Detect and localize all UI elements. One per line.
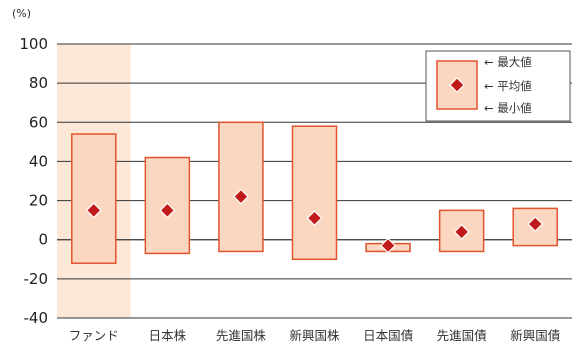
- y-axis-unit-label: (%): [12, 7, 31, 20]
- category-label: 先進国債: [437, 328, 487, 343]
- legend-min-label: ← 最小値: [484, 101, 532, 115]
- average-marker: [453, 223, 470, 240]
- average-marker: [380, 237, 396, 254]
- markers-layer: [85, 188, 544, 254]
- category-label: 日本株: [149, 328, 187, 343]
- y-tick-label: -20: [24, 270, 49, 288]
- y-tick-label: 40: [29, 152, 48, 170]
- y-tick-label: 0: [38, 231, 48, 249]
- category-label: 先進国株: [216, 328, 267, 343]
- range-bar: [438, 209, 485, 253]
- legend: ← 最大値 ← 平均値 ← 最小値: [425, 50, 571, 122]
- x-axis-category-labels: ファンド 日本株 先進国株 新興国株 日本国債 先進国債 新興国債: [69, 328, 560, 343]
- y-axis-tick-labels: 100 80 60 40 20 0 -20 -40: [19, 35, 48, 327]
- average-marker: [85, 202, 102, 219]
- y-tick-label: 80: [29, 74, 48, 92]
- category-label: 新興国債: [510, 328, 560, 343]
- range-bar: [71, 133, 117, 264]
- range-bar: [218, 121, 264, 253]
- y-tick-label: -40: [24, 309, 49, 327]
- range-bar: [291, 125, 338, 261]
- y-tick-label: 60: [29, 113, 48, 131]
- average-marker: [306, 210, 323, 227]
- average-marker: [527, 216, 544, 232]
- legend-average-marker: [449, 77, 465, 93]
- category-label: 日本国債: [363, 328, 413, 343]
- category-label: ファンド: [69, 328, 119, 343]
- legend-average-label: ← 平均値: [484, 79, 532, 93]
- bars-layer: [71, 121, 558, 264]
- legend-max-label: ← 最大値: [484, 55, 532, 69]
- y-tick-label: 100: [19, 35, 48, 53]
- average-marker: [233, 188, 249, 205]
- category-label: 新興国株: [289, 328, 340, 343]
- average-marker: [159, 202, 176, 219]
- y-tick-label: 20: [29, 192, 48, 210]
